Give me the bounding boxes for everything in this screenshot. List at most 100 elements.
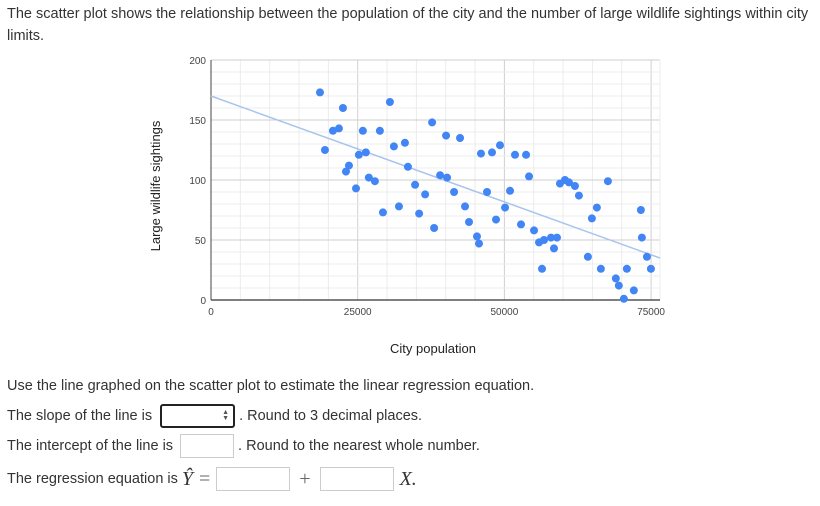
data-point	[436, 171, 445, 180]
data-point	[495, 141, 504, 150]
slope-input[interactable]: ▲ ▼	[160, 404, 236, 428]
data-point	[358, 126, 367, 135]
svg-text:200: 200	[189, 56, 206, 67]
svg-text:0: 0	[208, 307, 214, 318]
svg-text:0: 0	[200, 296, 206, 307]
chart-axes	[210, 60, 660, 301]
data-point	[549, 244, 558, 253]
scatter-chart: 0 50 100 150 200 0 25000 50000 75000 Large wildl…	[148, 56, 665, 318]
data-point	[574, 191, 583, 200]
data-point	[642, 252, 651, 261]
intercept-note: . Round to the nearest whole number.	[238, 438, 480, 454]
equation-slope-input[interactable]	[319, 467, 394, 491]
x-variable: X.	[399, 467, 417, 490]
data-point	[622, 264, 631, 273]
data-point	[564, 178, 573, 187]
data-point	[378, 208, 387, 217]
data-point	[456, 134, 465, 142]
y-axis-label: Large wildlife sightings	[148, 120, 163, 251]
data-point	[461, 202, 470, 211]
data-point	[587, 214, 596, 223]
data-point	[530, 226, 539, 235]
plus-sign: +	[299, 467, 311, 490]
data-point	[364, 173, 373, 182]
data-point	[637, 233, 646, 242]
data-point	[328, 126, 337, 135]
data-point	[354, 150, 363, 159]
data-point	[525, 172, 534, 181]
data-point	[517, 220, 526, 229]
chart-gridlines	[211, 59, 661, 300]
data-point	[511, 150, 520, 159]
x-axis-label: City population	[390, 341, 476, 356]
data-point	[592, 203, 601, 212]
slope-label: The slope of the line is	[7, 408, 153, 424]
spinner-icon[interactable]: ▲ ▼	[222, 409, 230, 422]
data-point	[389, 142, 398, 151]
data-point	[400, 138, 409, 147]
instruction-text: Use the line graphed on the scatter plot…	[7, 378, 535, 394]
intercept-input[interactable]	[180, 434, 235, 458]
svg-text:75000: 75000	[637, 307, 665, 318]
data-point	[476, 149, 485, 158]
data-point	[538, 264, 547, 273]
data-point	[385, 98, 394, 106]
intercept-label: The intercept of the line is	[7, 438, 174, 454]
trend-line	[210, 95, 661, 259]
data-point	[619, 294, 628, 303]
equation-label: The regression equation is	[7, 471, 178, 487]
data-point	[415, 209, 424, 218]
equation-row: The regression equation is Ŷ = + X.	[7, 467, 417, 491]
data-point	[338, 104, 347, 112]
intro-text: The scatter plot shows the relationship …	[7, 6, 809, 44]
data-point	[492, 215, 501, 224]
data-point	[636, 206, 645, 214]
data-point	[506, 186, 515, 195]
data-point	[334, 124, 343, 133]
slope-row: The slope of the line is ▲ ▼ . Round to 3…	[7, 404, 422, 428]
equals-sign: =	[199, 467, 211, 490]
data-point	[450, 188, 459, 196]
data-point	[603, 177, 612, 186]
data-point	[472, 232, 481, 241]
svg-text:150: 150	[189, 116, 206, 127]
data-point	[394, 202, 403, 211]
data-point	[442, 131, 451, 140]
y-hat-symbol: Ŷ	[181, 467, 194, 490]
svg-text:25000: 25000	[344, 307, 372, 318]
svg-text:50: 50	[195, 236, 207, 247]
svg-text:100: 100	[189, 176, 206, 187]
data-point	[443, 173, 452, 182]
data-point	[375, 126, 384, 135]
data-point	[411, 180, 420, 189]
data-point	[351, 184, 360, 193]
data-point	[614, 281, 623, 290]
data-point	[501, 203, 510, 212]
data-point	[488, 148, 497, 157]
slope-note: . Round to 3 decimal places.	[239, 408, 423, 424]
data-point	[596, 264, 605, 273]
data-point	[430, 224, 439, 232]
data-point	[465, 218, 474, 226]
data-point	[546, 233, 555, 242]
equation-intercept-input[interactable]	[216, 467, 291, 491]
data-point	[403, 162, 412, 171]
data-point	[522, 150, 531, 159]
svg-text:50000: 50000	[490, 307, 518, 318]
data-point	[483, 188, 492, 196]
data-point	[583, 252, 592, 261]
data-point	[315, 88, 324, 97]
data-point	[552, 233, 561, 242]
data-point	[629, 286, 638, 295]
data-point	[611, 274, 620, 283]
data-point	[646, 264, 655, 273]
data-point	[428, 118, 437, 127]
data-point	[474, 239, 483, 248]
data-point	[320, 146, 329, 154]
chart-tick-labels: 0 50 100 150 200 0 25000 50000 75000	[189, 56, 665, 318]
data-point	[421, 190, 430, 199]
data-point	[341, 167, 350, 176]
data-point	[570, 182, 579, 190]
data-point	[540, 236, 549, 244]
intercept-row: The intercept of the line is . Round to …	[7, 434, 480, 458]
